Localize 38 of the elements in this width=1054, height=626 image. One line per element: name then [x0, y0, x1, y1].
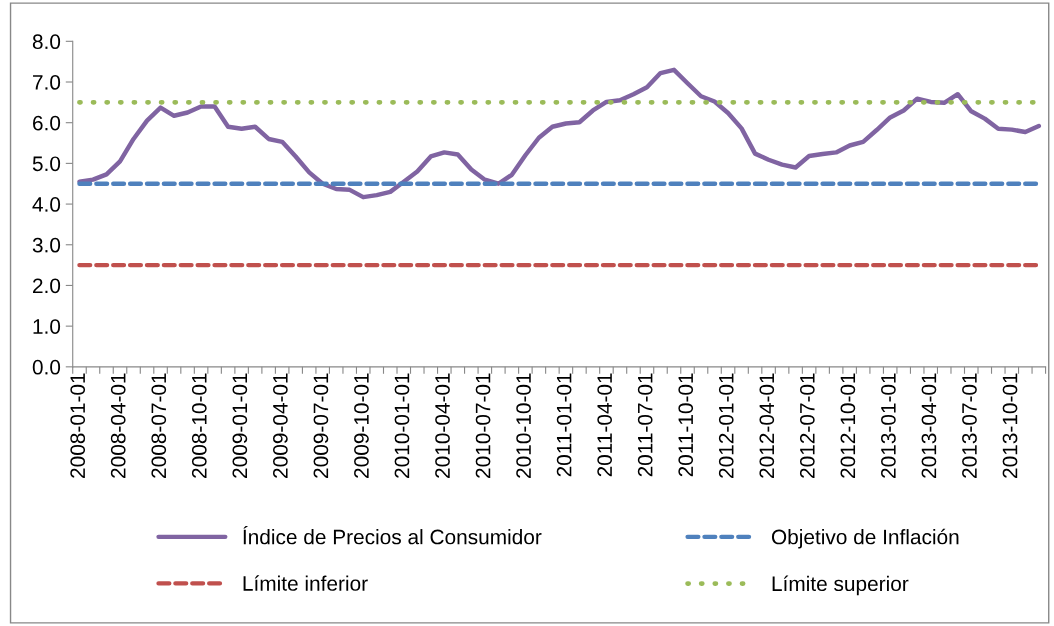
y-tick-label: 8.0 — [32, 34, 61, 50]
x-tick-label: 2013-10-01 — [1002, 373, 1018, 478]
y-tick-label: 7.0 — [33, 75, 61, 90]
x-tick-label: 2010-04-01 — [435, 373, 450, 478]
x-tick-label: 2011-04-01 — [597, 373, 613, 477]
legend-label: Objetivo de Inflación — [771, 528, 959, 549]
x-tick-label: 2010-01-01 — [394, 373, 410, 478]
x-tick-label: 2013-04-01 — [921, 373, 937, 478]
y-tick-label: 0.0 — [32, 359, 61, 375]
x-tick-label: 2008-01-01 — [70, 373, 86, 478]
y-tick-label: 2.0 — [33, 278, 61, 294]
y-tick-label: 4.0 — [32, 197, 61, 212]
x-tick-label: 2009-07-01 — [313, 373, 329, 478]
y-tick-label: 5.0 — [32, 156, 61, 172]
legend-label: Límite inferior — [243, 575, 368, 591]
legend-label: Límite superior — [772, 575, 909, 596]
y-tick-label: 6.0 — [33, 115, 61, 131]
x-tick-label: 2012-10-01 — [840, 373, 856, 478]
x-tick-label: 2010-10-01 — [516, 373, 531, 478]
x-tick-label: 2013-01-01 — [881, 373, 896, 478]
x-tick-label: 2008-10-01 — [191, 373, 207, 478]
y-tick-label: 1.0 — [33, 319, 61, 334]
x-tick-label: 2009-10-01 — [354, 373, 369, 478]
x-tick-label: 2013-07-01 — [962, 373, 977, 478]
x-tick-label: 2011-01-01 — [556, 373, 572, 477]
x-tick-label: 2009-01-01 — [232, 373, 248, 478]
x-tick-label: 2011-10-01 — [678, 373, 694, 477]
x-tick-label: 2012-04-01 — [759, 373, 775, 478]
x-tick-label: 2008-04-01 — [110, 373, 126, 478]
x-tick-label: 2010-07-01 — [475, 373, 491, 478]
x-tick-label: 2008-07-01 — [151, 373, 167, 478]
x-tick-label: 2011-07-01 — [637, 373, 653, 477]
y-tick-label: 3.0 — [32, 237, 61, 253]
x-tick-label: 2012-07-01 — [799, 373, 815, 478]
x-tick-label: 2009-04-01 — [273, 373, 288, 478]
line-series — [77, 67, 1042, 200]
legend-label: Índice de Precios al Consumidor — [243, 526, 542, 545]
x-tick-label: 2012-01-01 — [718, 373, 734, 478]
